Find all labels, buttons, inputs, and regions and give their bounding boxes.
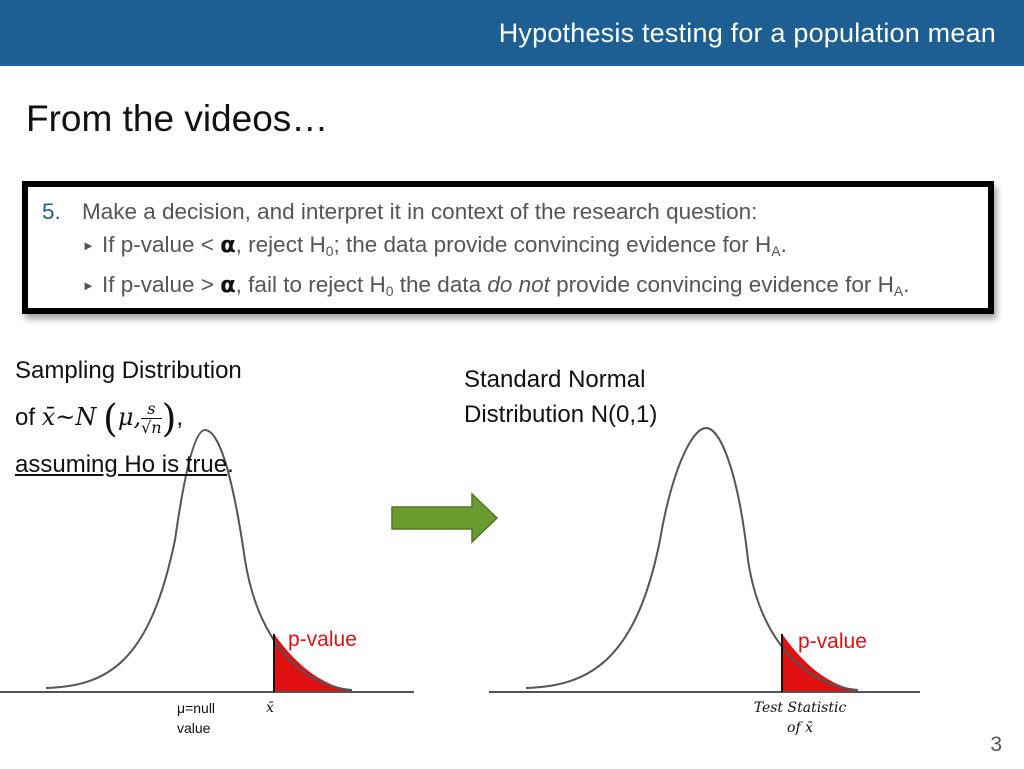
std-error-fraction: s √n	[141, 399, 162, 438]
left-normal-curve	[45, 428, 353, 691]
right-normal-curve	[525, 426, 859, 691]
xbar-axis-label: x̄	[266, 700, 274, 716]
right-shaded-tail	[782, 634, 858, 692]
step-number: 5.	[42, 199, 61, 224]
right-pvalue-label: p-value	[798, 630, 867, 653]
alpha-symbol: α	[220, 272, 236, 298]
transform-arrow-icon	[391, 492, 499, 544]
step-text: Make a decision, and interpret it in con…	[82, 199, 758, 224]
left-pvalue-label: p-value	[288, 628, 357, 651]
header-bar: Hypothesis testing for a population mean	[0, 0, 1024, 66]
bullet-fail-to-reject: ► If p-value > α, fail to reject H0 the d…	[42, 268, 988, 308]
sampling-distribution-formula: of x̄~N (μ, s √n),	[15, 396, 184, 441]
step-line: 5. Make a decision, and interpret it in c…	[42, 195, 988, 228]
sampling-distribution-label: Sampling Distribution of x̄~N (μ, s √n), a…	[15, 357, 242, 478]
slide-title: Hypothesis testing for a population mean	[498, 18, 996, 48]
slide-heading: From the videos…	[26, 98, 329, 139]
null-value-label: μ=null value	[177, 700, 216, 736]
video-excerpt-box: 5. Make a decision, and interpret it in c…	[22, 181, 994, 314]
bullet-arrow-icon: ►	[82, 238, 95, 253]
alpha-symbol: α	[220, 232, 236, 258]
standard-normal-label: Standard Normal Distribution N(0,1)	[464, 366, 658, 428]
test-statistic-label: Test Statistic of x̄	[753, 700, 847, 736]
bullet-reject: ► If p-value < α, reject H0; the data pro…	[42, 228, 988, 268]
bullet-arrow-icon: ►	[82, 278, 95, 293]
left-shaded-tail	[274, 634, 352, 692]
page-number: 3	[990, 733, 1002, 756]
